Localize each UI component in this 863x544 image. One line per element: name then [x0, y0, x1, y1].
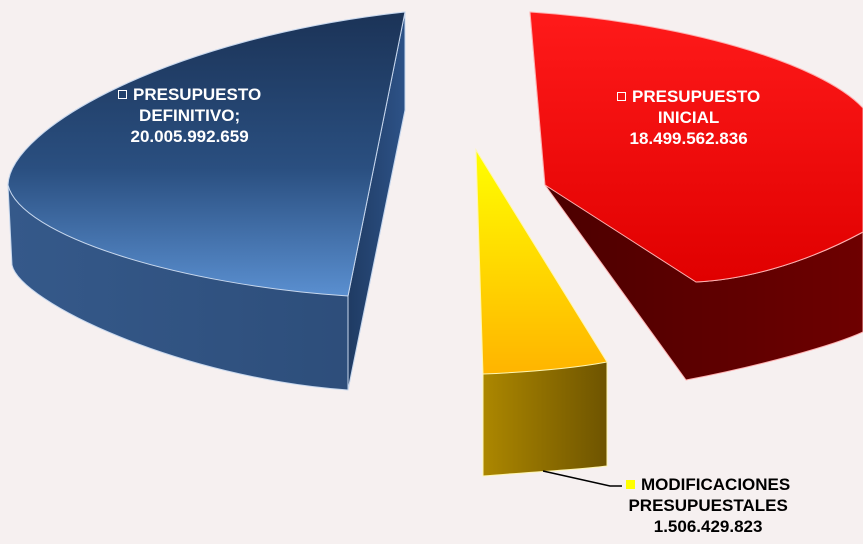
slice-presupuesto-definitivo	[7, 11, 406, 391]
label-value: 1.506.429.823	[653, 517, 763, 536]
slice-top	[475, 148, 608, 375]
label-line: DEFINITIVO;	[139, 106, 241, 125]
legend-key-icon	[626, 480, 635, 489]
data-label-presupuesto-definitivo: PRESUPUESTO DEFINITIVO; 20.005.992.659	[118, 84, 261, 147]
label-line: PRESUPUESTO	[632, 87, 761, 106]
legend-key-icon	[118, 90, 127, 99]
label-value: 18.499.562.836	[629, 129, 748, 148]
label-line: PRESUPUESTO	[133, 85, 262, 104]
data-label-presupuesto-inicial: PRESUPUESTO INICIAL 18.499.562.836	[617, 86, 760, 149]
slice-top	[7, 11, 406, 297]
label-line: MODIFICACIONES	[641, 475, 791, 494]
label-line: INICIAL	[657, 108, 720, 127]
leader-line	[542, 470, 622, 487]
label-value: 20.005.992.659	[130, 127, 249, 146]
slice-modificaciones-presupuestales	[475, 148, 608, 477]
label-line: PRESUPUESTALES	[628, 496, 788, 515]
legend-key-icon	[617, 92, 626, 101]
data-label-modificaciones-presupuestales: MODIFICACIONES PRESUPUESTALES 1.506.429.…	[626, 474, 790, 537]
